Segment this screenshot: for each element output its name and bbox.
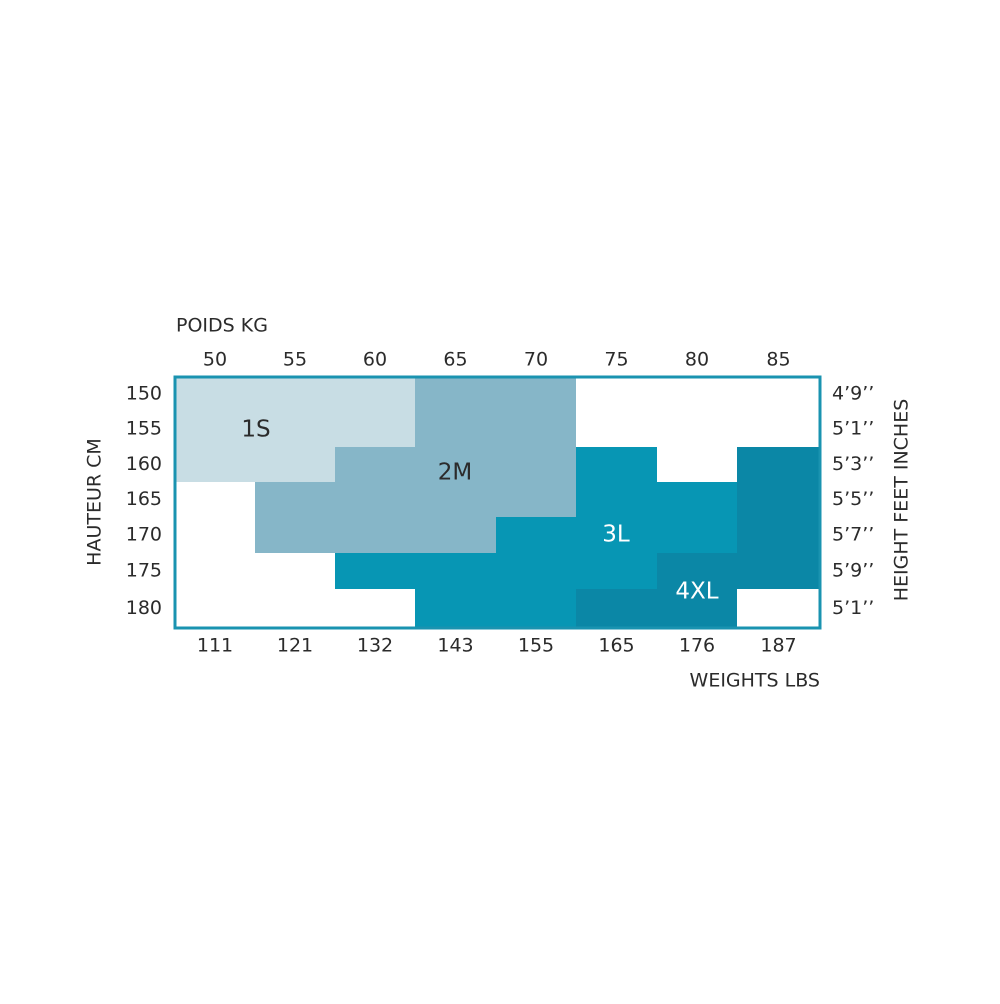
cm-label: 165 xyxy=(126,488,162,510)
size-region xyxy=(496,517,737,553)
feet-inches-label: 5’9’’ xyxy=(832,560,874,582)
kg-label: 75 xyxy=(604,349,628,371)
size-region xyxy=(335,447,576,482)
size-region xyxy=(255,517,496,553)
size-region xyxy=(415,589,576,628)
lbs-label: 155 xyxy=(518,635,554,657)
size-label: 3L xyxy=(602,522,630,548)
lbs-label: 121 xyxy=(277,635,313,657)
size-region xyxy=(175,447,335,482)
size-region xyxy=(576,447,657,482)
kg-label: 50 xyxy=(203,349,227,371)
size-region xyxy=(255,482,576,517)
size-label: 4XL xyxy=(675,579,718,605)
cm-label: 175 xyxy=(126,560,162,582)
lbs-label: 132 xyxy=(357,635,393,657)
lbs-label: 176 xyxy=(679,635,715,657)
feet-inches-label: 5’7’’ xyxy=(832,524,874,546)
size-region xyxy=(415,377,576,447)
regions xyxy=(175,377,820,628)
kg-label: 60 xyxy=(363,349,387,371)
lbs-label: 165 xyxy=(598,635,634,657)
size-label: 2M xyxy=(438,460,472,486)
size-region xyxy=(737,447,820,589)
feet-inches-label: 5’1’’ xyxy=(832,418,874,440)
kg-label: 55 xyxy=(283,349,307,371)
kg-label: 70 xyxy=(524,349,548,371)
feet-inches-label: 5’3’’ xyxy=(832,453,874,475)
size-region xyxy=(657,553,737,589)
kg-label: 80 xyxy=(685,349,709,371)
cm-label: 170 xyxy=(126,524,162,546)
lbs-label: 111 xyxy=(197,635,233,657)
top-axis-title: POIDS KG xyxy=(176,315,268,337)
cm-label: 155 xyxy=(126,418,162,440)
size-region xyxy=(335,553,657,589)
lbs-label: 187 xyxy=(760,635,796,657)
feet-inches-label: 4’9’’ xyxy=(832,383,874,405)
size-region xyxy=(576,482,737,517)
bottom-axis-title: WEIGHTS LBS xyxy=(690,670,820,692)
lbs-label: 143 xyxy=(437,635,473,657)
kg-label: 85 xyxy=(766,349,790,371)
kg-label: 65 xyxy=(443,349,467,371)
frame xyxy=(173,375,822,630)
cm-label: 160 xyxy=(126,453,162,475)
size-region xyxy=(175,377,415,447)
size-label: 1S xyxy=(241,417,270,443)
right-axis-title: HEIGHT FEET INCHES xyxy=(891,399,913,602)
cm-label: 180 xyxy=(126,597,162,619)
feet-inches-label: 5’1’’ xyxy=(832,597,874,619)
left-axis-title: HAUTEUR CM xyxy=(84,438,106,566)
size-region xyxy=(576,589,737,628)
feet-inches-label: 5’5’’ xyxy=(832,488,874,510)
cm-label: 150 xyxy=(126,383,162,405)
